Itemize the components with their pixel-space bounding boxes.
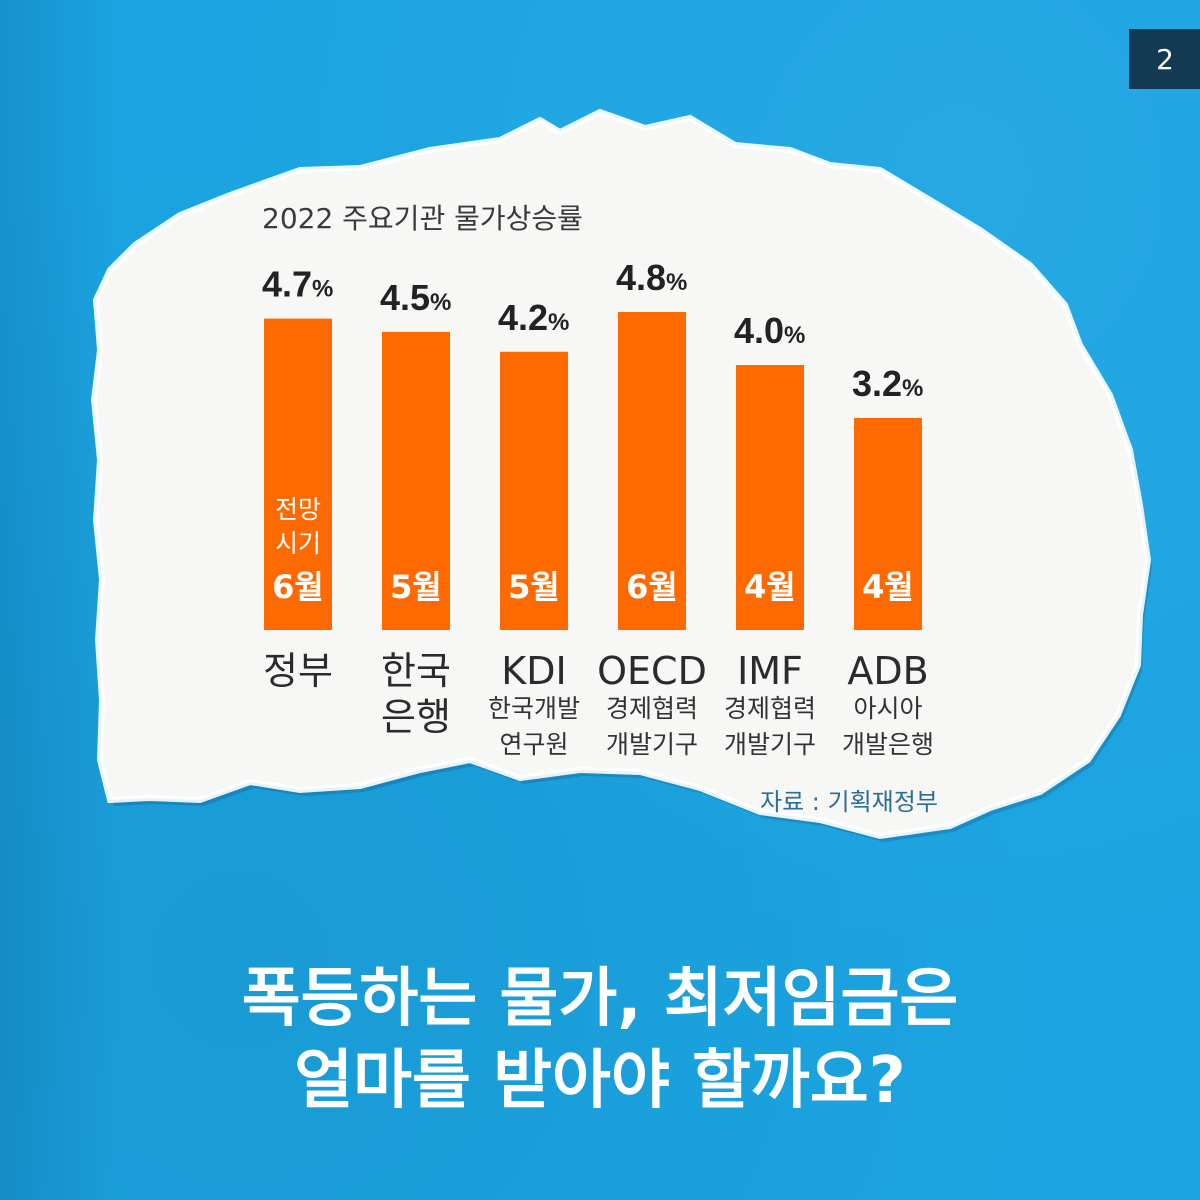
category-label-4: OECD [597,649,707,693]
forecast-month-5: 4월 [744,568,796,606]
value-label-2: 4.5% [380,277,451,318]
bar-5 [736,365,804,630]
category-subtitle-3: 한국개발 [488,694,580,723]
page-number: 2 [1156,42,1174,76]
source-note: 자료 : 기획재정부 [760,788,938,816]
forecast-caption: 시기 [275,529,321,558]
forecast-month-6: 4월 [862,568,914,606]
headline: 폭등하는 물가, 최저임금은 얼마를 받아야 할까요? [0,958,1200,1122]
category-label-6: ADB [847,649,928,693]
bar-4 [618,312,686,630]
forecast-caption: 전망 [275,495,321,524]
value-label-4: 4.8% [616,257,687,298]
category-subtitle-5: 경제협력 [724,694,816,723]
paper-edge [90,108,1152,840]
page-number-badge: 2 [1129,29,1200,89]
category-label-2: 한국 [381,649,451,693]
bar-2 [382,331,450,630]
category-label-2: 은행 [381,695,451,739]
value-label-1: 4.7% [262,264,333,305]
forecast-month-3: 5월 [508,568,560,606]
category-subtitle-4: 개발기구 [606,730,698,759]
value-label-3: 4.2% [498,297,569,338]
category-subtitle-3: 연구원 [499,730,568,759]
category-label-1: 정부 [263,649,333,693]
value-label-6: 3.2% [852,363,923,404]
forecast-month-1: 6월 [272,568,324,606]
forecast-month-4: 6월 [626,568,678,606]
bar-3 [500,351,568,630]
category-label-5: IMF [737,649,803,693]
bar-1 [264,318,332,630]
category-subtitle-4: 경제협력 [606,694,698,723]
headline-line-2: 얼마를 받아야 할까요? [294,1044,906,1118]
category-subtitle-5: 개발기구 [724,730,816,759]
bar-6 [854,418,922,630]
category-label-3: KDI [501,649,566,693]
headline-line-1: 폭등하는 물가, 최저임금은 [241,962,959,1036]
category-subtitle-6: 아시아 [853,694,922,723]
chart-title: 2022 주요기관 물가상승률 [262,202,583,235]
value-label-5: 4.0% [734,310,805,351]
forecast-month-2: 5월 [390,568,442,606]
category-subtitle-6: 개발은행 [842,730,934,759]
